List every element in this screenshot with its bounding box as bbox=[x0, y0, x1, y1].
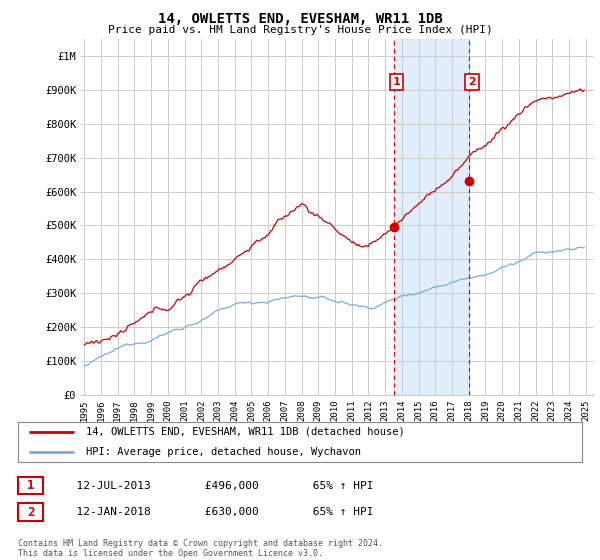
Text: 14, OWLETTS END, EVESHAM, WR11 1DB: 14, OWLETTS END, EVESHAM, WR11 1DB bbox=[158, 12, 442, 26]
Text: 12-JAN-2018        £630,000        65% ↑ HPI: 12-JAN-2018 £630,000 65% ↑ HPI bbox=[63, 507, 373, 517]
Text: 2: 2 bbox=[27, 506, 34, 519]
Text: Contains HM Land Registry data © Crown copyright and database right 2024.
This d: Contains HM Land Registry data © Crown c… bbox=[18, 539, 383, 558]
Bar bbox=[394, 39, 469, 395]
Text: 12-JUL-2013        £496,000        65% ↑ HPI: 12-JUL-2013 £496,000 65% ↑ HPI bbox=[63, 480, 373, 491]
Text: Price paid vs. HM Land Registry's House Price Index (HPI): Price paid vs. HM Land Registry's House … bbox=[107, 25, 493, 35]
Text: 14, OWLETTS END, EVESHAM, WR11 1DB (detached house): 14, OWLETTS END, EVESHAM, WR11 1DB (deta… bbox=[86, 427, 404, 437]
Text: 1: 1 bbox=[393, 77, 401, 87]
Text: 1: 1 bbox=[27, 479, 34, 492]
Text: HPI: Average price, detached house, Wychavon: HPI: Average price, detached house, Wych… bbox=[86, 447, 361, 457]
Text: 2: 2 bbox=[468, 77, 476, 87]
